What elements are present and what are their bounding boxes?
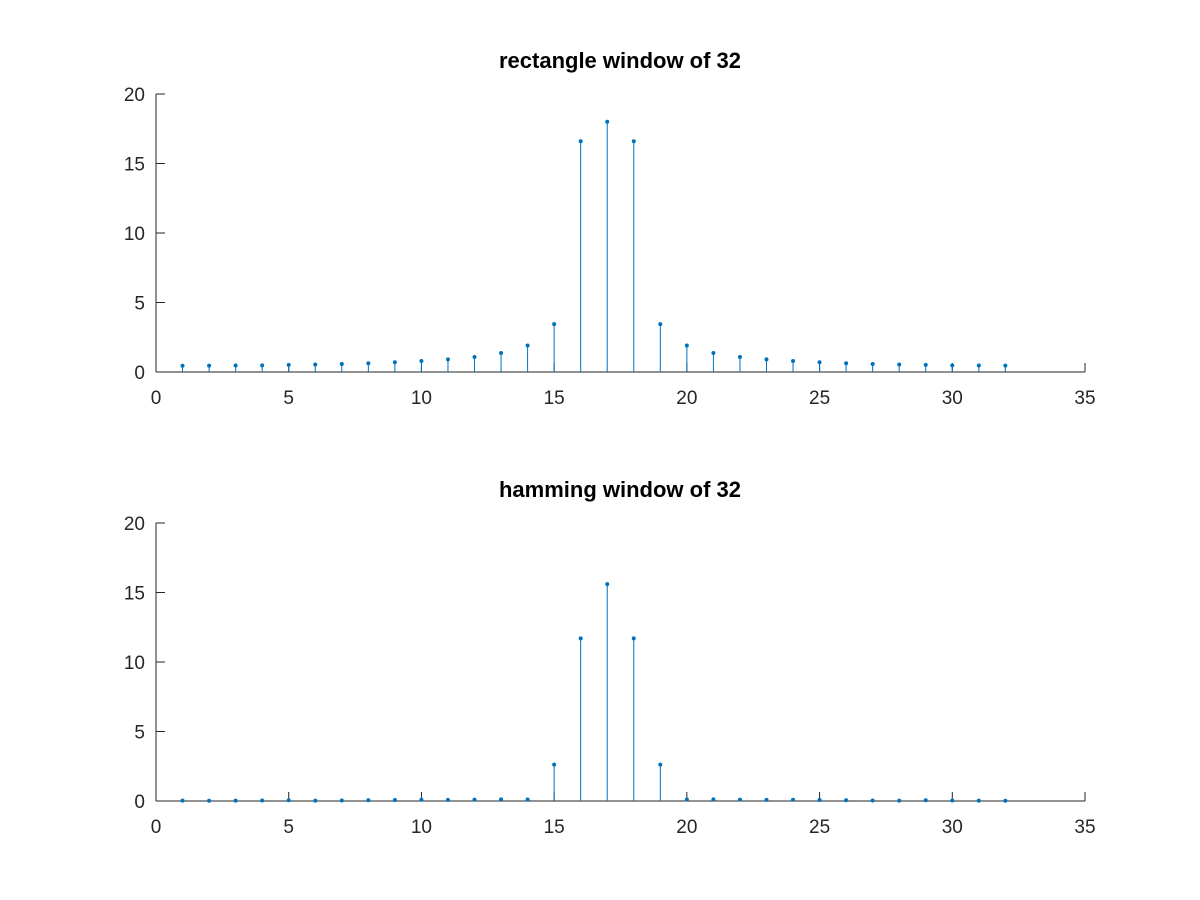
stem-marker (950, 798, 955, 803)
stem-marker (578, 139, 583, 144)
chart-title: rectangle window of 32 (499, 48, 741, 73)
x-tick-label: 25 (809, 388, 830, 409)
stem-marker (180, 363, 185, 368)
stem-marker (870, 798, 875, 803)
stem-marker (419, 359, 424, 364)
stem-marker (844, 361, 849, 366)
stem-marker (180, 798, 185, 803)
y-tick-label: 10 (124, 653, 145, 674)
stem-marker (472, 354, 477, 359)
stem-marker (233, 363, 238, 368)
stem-marker (392, 360, 397, 365)
stem-marker (286, 362, 291, 367)
stem-marker (897, 798, 902, 803)
stem-marker (923, 798, 928, 803)
y-tick-label: 0 (134, 363, 145, 384)
stem-marker (525, 797, 530, 802)
stem-marker (950, 363, 955, 368)
x-tick-label: 10 (411, 817, 432, 838)
chart-title: hamming window of 32 (499, 477, 741, 502)
stem-marker (711, 350, 716, 355)
axes: 0 5 10 15 20 25 30 35 0 5 10 15 20 (124, 85, 1096, 409)
stem-marker (791, 797, 796, 802)
stem-marker (1003, 363, 1008, 368)
stem-marker (658, 762, 663, 767)
x-tick-label: 35 (1074, 817, 1095, 838)
stem-marker (870, 361, 875, 366)
stem-marker (684, 797, 689, 802)
stem-marker (552, 322, 557, 327)
stem-series (180, 582, 1008, 803)
stem-marker (366, 798, 371, 803)
x-tick-label: 15 (544, 388, 565, 409)
stem-marker (817, 798, 822, 803)
stem-marker (419, 797, 424, 802)
stem-marker (764, 797, 769, 802)
stem-marker (260, 798, 265, 803)
stem-marker (605, 119, 610, 124)
stem-marker (260, 363, 265, 368)
stem-marker (445, 797, 450, 802)
stem-marker (737, 354, 742, 359)
stem-marker (366, 361, 371, 366)
x-tick-label: 25 (809, 817, 830, 838)
y-tick-label: 15 (124, 155, 145, 176)
stem-marker (976, 798, 981, 803)
stem-marker (499, 350, 504, 355)
x-tick-label: 15 (544, 817, 565, 838)
stem-marker (499, 797, 504, 802)
axes: 0 5 10 15 20 25 30 35 0 5 10 15 20 (124, 514, 1096, 838)
stem-marker (313, 798, 318, 803)
x-tick-label: 35 (1074, 388, 1095, 409)
stem-marker (844, 798, 849, 803)
stem-marker (817, 360, 822, 365)
x-tick-label: 20 (676, 817, 697, 838)
stem-marker (631, 139, 636, 144)
stem-marker (286, 798, 291, 803)
stem-marker (392, 798, 397, 803)
stem-marker (339, 361, 344, 366)
stem-marker (339, 798, 344, 803)
stem-marker (923, 362, 928, 367)
stem-marker (552, 762, 557, 767)
stem-marker (207, 798, 212, 803)
stem-marker (233, 798, 238, 803)
stem-marker (897, 362, 902, 367)
y-tick-label: 20 (124, 85, 145, 106)
stem-marker (313, 362, 318, 367)
stem-marker (605, 582, 610, 587)
x-tick-label: 5 (283, 817, 294, 838)
chart-panel-hamming: hamming window of 32 0 5 10 15 20 25 30 35 0 5 10 1… (124, 477, 1096, 838)
x-tick-label: 5 (283, 388, 294, 409)
stem-marker (472, 797, 477, 802)
stem-marker (445, 357, 450, 362)
stem-series (180, 119, 1008, 372)
chart-panel-rectangle: rectangle window of 32 0 5 10 15 20 25 30 35 0 5 1… (124, 48, 1096, 409)
stem-marker (684, 343, 689, 348)
x-tick-label: 10 (411, 388, 432, 409)
y-tick-label: 10 (124, 224, 145, 245)
stem-marker (207, 363, 212, 368)
y-tick-label: 15 (124, 584, 145, 605)
stem-marker (631, 636, 636, 641)
y-tick-label: 20 (124, 514, 145, 535)
stem-marker (578, 636, 583, 641)
stem-marker (711, 797, 716, 802)
y-tick-label: 5 (134, 294, 145, 315)
stem-marker (791, 359, 796, 364)
x-tick-label: 30 (942, 388, 963, 409)
y-tick-label: 5 (134, 723, 145, 744)
x-tick-label: 0 (151, 388, 162, 409)
stem-marker (737, 797, 742, 802)
stem-marker (658, 322, 663, 327)
stem-marker (764, 357, 769, 362)
stem-marker (1003, 798, 1008, 803)
stem-marker (976, 363, 981, 368)
x-tick-label: 30 (942, 817, 963, 838)
x-tick-label: 20 (676, 388, 697, 409)
x-tick-label: 0 (151, 817, 162, 838)
y-tick-label: 0 (134, 792, 145, 813)
stem-marker (525, 343, 530, 348)
